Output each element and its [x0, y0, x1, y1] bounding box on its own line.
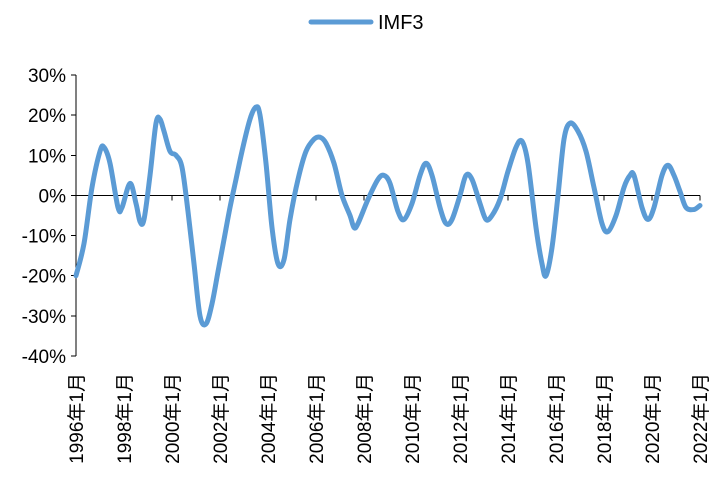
x-tick-label: 1996年1月 [66, 373, 88, 464]
y-tick-label: -40% [22, 347, 66, 368]
legend: IMF3 [308, 12, 424, 34]
x-tick-label: 2012年1月 [450, 373, 472, 464]
x-tick-label: 2008年1月 [354, 373, 376, 464]
x-tick-label: 2016年1月 [546, 373, 568, 464]
series-line-imf3 [73, 104, 703, 328]
y-tick-label: -20% [22, 267, 66, 288]
y-tick-label: -30% [22, 307, 66, 328]
y-tick-label: -10% [22, 227, 66, 248]
x-tick-label: 2018年1月 [594, 373, 616, 464]
x-tick-label: 2002年1月 [210, 373, 232, 464]
y-tick-label: 10% [28, 146, 66, 167]
x-tick-label: 2010年1月 [402, 373, 424, 464]
x-tick-label: 1998年1月 [114, 373, 136, 464]
y-tick-label: 20% [28, 106, 66, 127]
plot-area [73, 104, 703, 328]
x-tick-label: 2022年1月 [690, 373, 712, 464]
legend-label-imf3: IMF3 [378, 12, 424, 34]
x-tick-label: 2020年1月 [642, 373, 664, 464]
x-tick-label: 2006年1月 [306, 373, 328, 464]
x-tick-label: 2014年1月 [498, 373, 520, 464]
x-tick-label: 2000年1月 [162, 373, 184, 464]
y-axis: 30% 20% 10% 0% -10% -20% -30% -40% [22, 66, 77, 368]
x-axis: 1996年1月 1998年1月 2000年1月 2002年1月 2004年1月 2006年… [66, 194, 712, 464]
y-tick-label: 0% [39, 186, 67, 207]
y-tick-label: 30% [28, 66, 66, 87]
x-tick-label: 2004年1月 [258, 373, 280, 464]
